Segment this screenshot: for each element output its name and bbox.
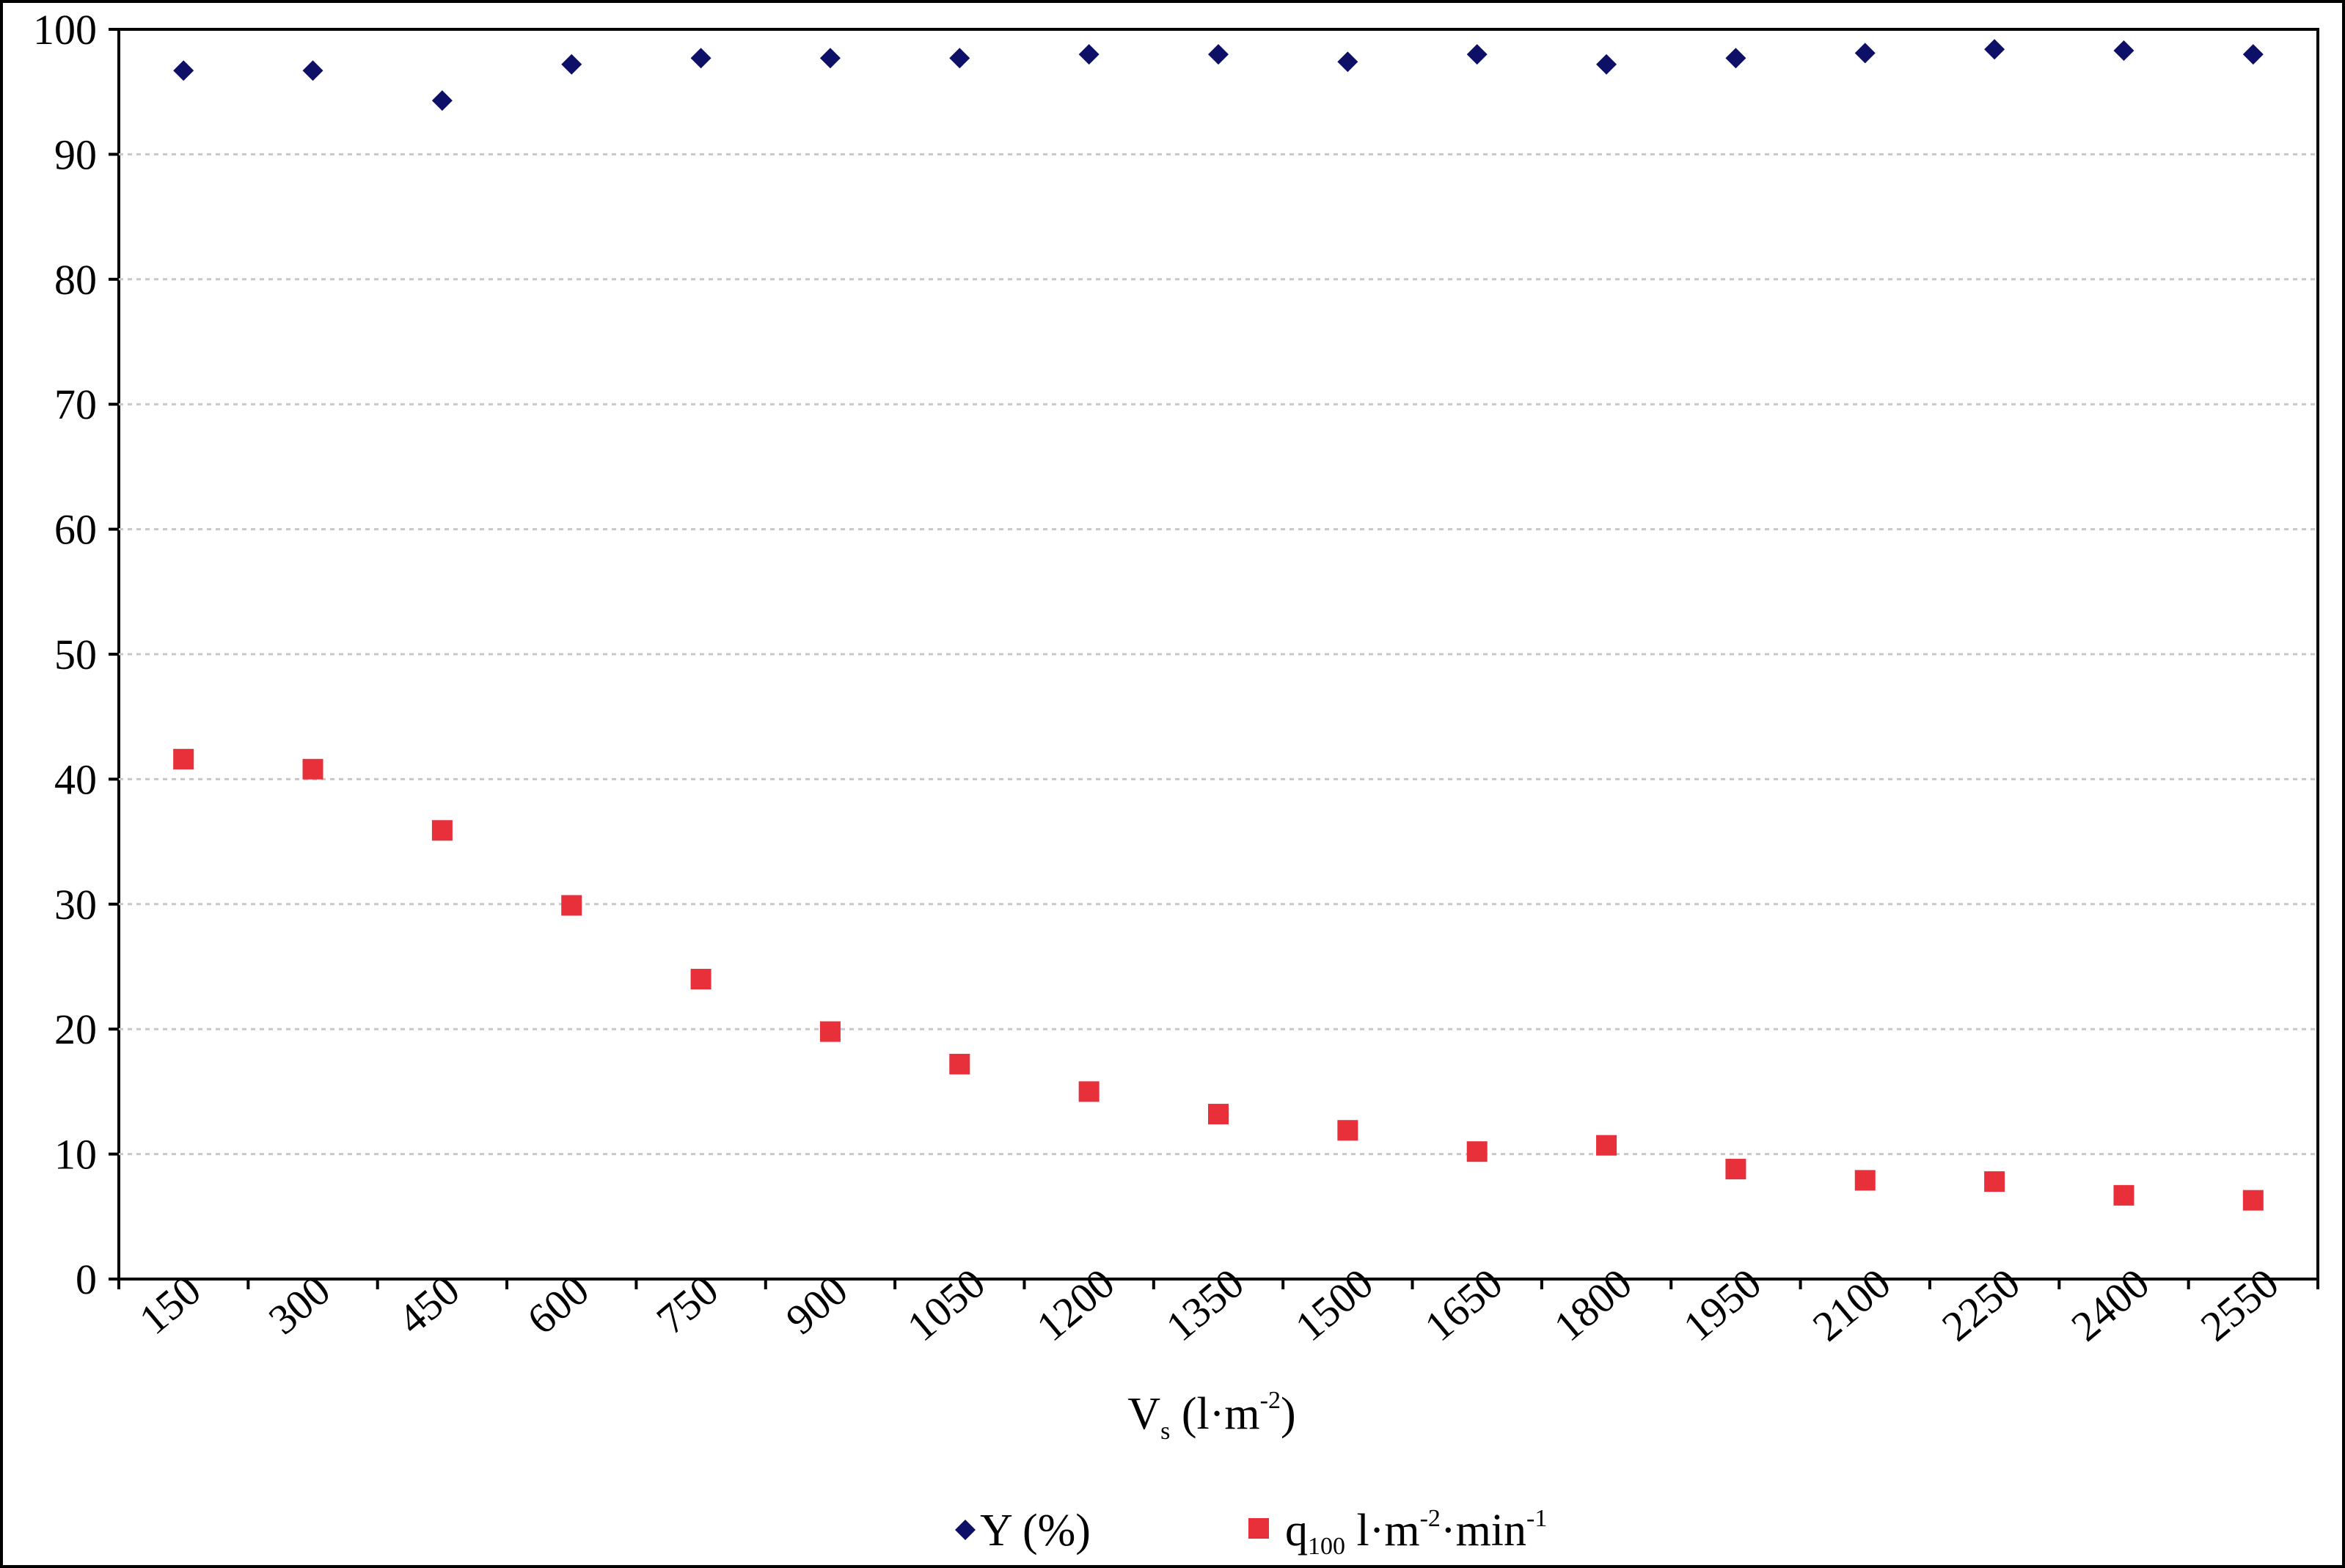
x-axis-title: Vs (l·m-2) — [1127, 1387, 1295, 1445]
data-point-y — [173, 60, 194, 81]
y-tick-label: 80 — [54, 256, 97, 304]
x-axis-title-unit-exponent: -2 — [1260, 1387, 1281, 1414]
y-tick-label: 40 — [54, 755, 97, 803]
y-tick-labels: 0 10 20 30 40 50 60 70 80 90 100 — [33, 6, 97, 1303]
legend-label-q100-exponent-2: -1 — [1526, 1505, 1547, 1532]
x-axis-title-main: V — [1127, 1389, 1160, 1439]
x-axis-title-unit: (l·m — [1170, 1389, 1259, 1439]
data-point-y — [302, 60, 323, 81]
data-point-q100 — [1337, 1120, 1358, 1141]
data-point-y — [2113, 40, 2134, 61]
legend-label-q100: q100 l·m-2·min-1 — [1285, 1505, 1547, 1560]
y-tick-label: 20 — [54, 1005, 97, 1053]
legend-label-q100-unit: l·m — [1345, 1506, 1420, 1556]
data-point-y — [1078, 44, 1100, 65]
data-point-q100 — [1596, 1135, 1617, 1156]
data-point-y — [1337, 51, 1358, 73]
y-tick-label: 30 — [54, 881, 97, 928]
data-point-y — [1725, 48, 1746, 69]
legend-label-q100-main: q — [1285, 1506, 1308, 1556]
x-axis-title-sub: s — [1160, 1418, 1170, 1445]
data-point-q100 — [1208, 1104, 1229, 1125]
legend: Y (%) q100 l·m-2·min-1 — [955, 1505, 1547, 1560]
data-point-y — [561, 54, 582, 75]
data-point-q100 — [819, 1021, 841, 1042]
data-point-y — [1984, 39, 2005, 60]
legend-label-y: Y (%) — [980, 1506, 1091, 1556]
y-tick-label: 0 — [76, 1256, 97, 1303]
axis-ticks — [109, 28, 2319, 1289]
legend-marker-y — [955, 1520, 976, 1540]
legend-label-q100-unit-2: ·min — [1441, 1506, 1526, 1556]
legend-marker-q100 — [1248, 1518, 1269, 1539]
data-point-q100 — [302, 758, 323, 780]
x-axis-title-unit-close: ) — [1281, 1389, 1296, 1439]
data-point-y — [431, 90, 453, 111]
data-point-q100 — [949, 1053, 970, 1074]
legend-label-q100-sub: 100 — [1308, 1533, 1345, 1560]
data-point-y — [1208, 44, 1229, 65]
y-tick-label: 10 — [54, 1131, 97, 1179]
data-point-q100 — [1984, 1171, 2005, 1193]
data-point-q100 — [1725, 1159, 1746, 1180]
gridlines — [119, 153, 2318, 1156]
data-point-q100 — [690, 969, 711, 990]
data-points — [173, 39, 2264, 1211]
data-point-y — [949, 48, 970, 69]
data-point-q100 — [1078, 1081, 1100, 1102]
data-point-y — [690, 48, 711, 69]
data-point-q100 — [2113, 1184, 2134, 1206]
data-point-y — [1854, 43, 1876, 64]
data-point-y — [2242, 44, 2264, 65]
data-point-q100 — [431, 820, 453, 841]
data-point-q100 — [2242, 1190, 2264, 1211]
y-tick-label: 70 — [54, 381, 97, 428]
y-tick-label: 90 — [54, 131, 97, 178]
data-point-y — [1596, 54, 1617, 75]
data-point-q100 — [561, 895, 582, 916]
legend-label-q100-exponent-1: -2 — [1420, 1505, 1441, 1532]
data-point-y — [819, 48, 841, 69]
y-tick-label: 100 — [33, 6, 97, 54]
y-tick-label: 50 — [54, 631, 97, 678]
data-point-q100 — [1466, 1141, 1488, 1162]
data-point-q100 — [173, 749, 194, 770]
data-point-q100 — [1854, 1170, 1876, 1191]
y-tick-label: 60 — [54, 506, 97, 554]
data-point-y — [1466, 44, 1488, 65]
